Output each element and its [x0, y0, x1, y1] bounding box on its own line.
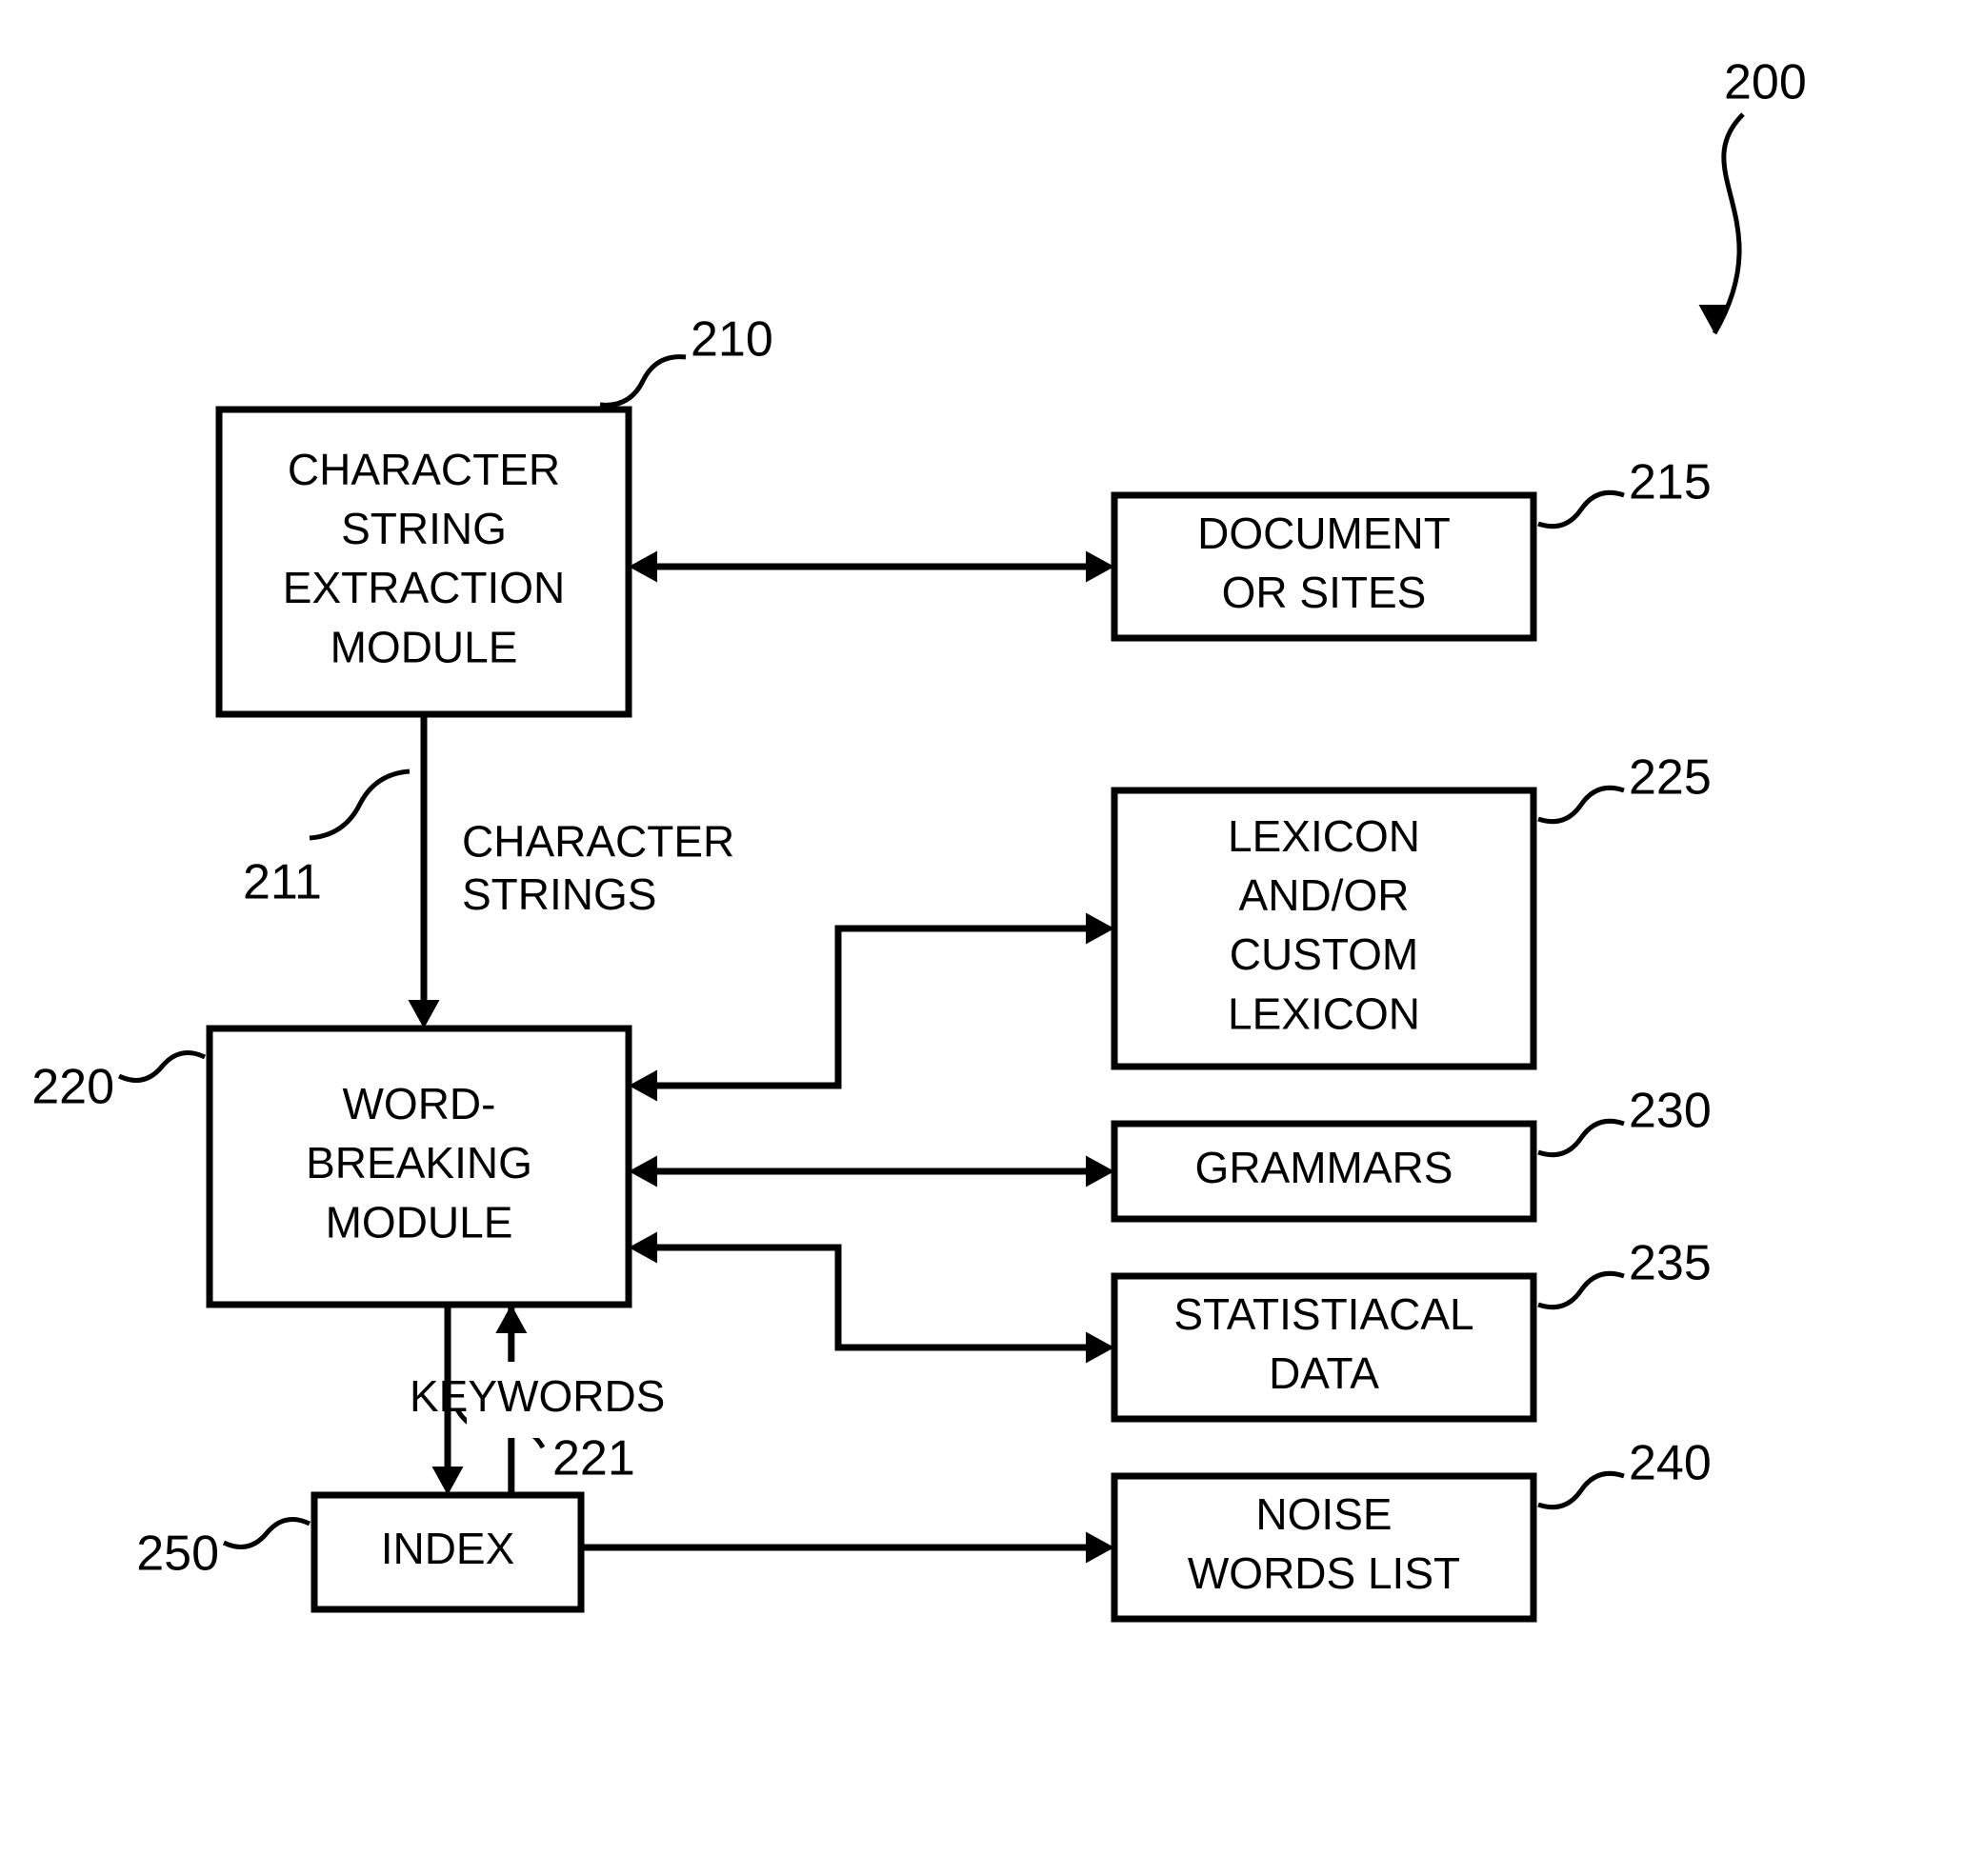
- arrowhead-icon: [1086, 1156, 1114, 1187]
- edge: [649, 1247, 1094, 1347]
- arrowhead-icon: [409, 1000, 440, 1028]
- arrowhead-icon: [1086, 1532, 1114, 1564]
- arrowhead-icon: [432, 1467, 464, 1495]
- ref-label: 211: [243, 855, 322, 910]
- edge-label: CHARACTER: [462, 817, 734, 867]
- ref-label: 235: [1629, 1236, 1712, 1291]
- lead-line: [1538, 1121, 1624, 1154]
- arrowhead-icon: [629, 1232, 657, 1264]
- node-wordBreak-text: WORD-: [343, 1079, 496, 1128]
- lead-line: [600, 357, 686, 406]
- node-charExtract-text: CHARACTER: [288, 445, 560, 494]
- lead-line: [1538, 788, 1624, 821]
- arrowhead-icon: [629, 551, 657, 583]
- ref-label: 230: [1629, 1084, 1712, 1139]
- node-lexicon-text: LEXICON: [1228, 811, 1420, 861]
- lead-line: [224, 1520, 310, 1547]
- arrowhead-icon: [1086, 551, 1114, 583]
- node-wordBreak-text: MODULE: [326, 1197, 513, 1247]
- figure-ref-pointer: [1714, 114, 1743, 333]
- node-grammars-text: GRAMMARS: [1195, 1143, 1453, 1192]
- arrowhead-icon: [1086, 1332, 1114, 1364]
- node-lexicon-text: LEXICON: [1228, 988, 1420, 1038]
- ref-label: 210: [691, 312, 773, 368]
- node-wordBreak-text: BREAKING: [306, 1138, 532, 1187]
- edge-label: KEYWORDS: [410, 1371, 665, 1421]
- node-charExtract-text: MODULE: [331, 622, 518, 671]
- node-noise-text: NOISE: [1255, 1489, 1392, 1539]
- arrowhead-icon: [1086, 913, 1114, 945]
- node-charExtract-text: EXTRACTION: [283, 563, 565, 612]
- node-charExtract-text: STRING: [341, 504, 507, 553]
- arrowhead-icon: [495, 1305, 527, 1333]
- ref-label: 240: [1629, 1436, 1712, 1491]
- lead-line: [1538, 1273, 1624, 1307]
- node-statistical-text: STATISTIACAL: [1173, 1289, 1473, 1339]
- node-noise-text: WORDS LIST: [1188, 1548, 1460, 1598]
- lead-line: [1538, 492, 1624, 526]
- ref-label: 225: [1629, 750, 1712, 806]
- ref-label: 221: [552, 1431, 635, 1487]
- node-docs-text: DOCUMENT: [1197, 509, 1451, 558]
- ref-label: 215: [1629, 455, 1712, 510]
- node-statistical-text: DATA: [1269, 1348, 1379, 1398]
- lead-line: [119, 1053, 205, 1081]
- lead-line: [1538, 1473, 1624, 1507]
- arrowhead-icon: [629, 1070, 657, 1102]
- lead-line: [310, 771, 410, 838]
- node-index-text: INDEX: [381, 1524, 515, 1573]
- edge: [649, 928, 1094, 1086]
- node-docs-text: OR SITES: [1222, 568, 1427, 617]
- arrowhead-icon: [1699, 305, 1731, 333]
- figure-ref-label: 200: [1724, 55, 1807, 110]
- arrowhead-icon: [629, 1156, 657, 1187]
- edge-label: STRINGS: [462, 869, 656, 919]
- node-lexicon-text: AND/OR: [1239, 870, 1410, 920]
- ref-label: 250: [136, 1527, 219, 1582]
- ref-label: 220: [31, 1060, 114, 1115]
- node-lexicon-text: CUSTOM: [1230, 929, 1419, 979]
